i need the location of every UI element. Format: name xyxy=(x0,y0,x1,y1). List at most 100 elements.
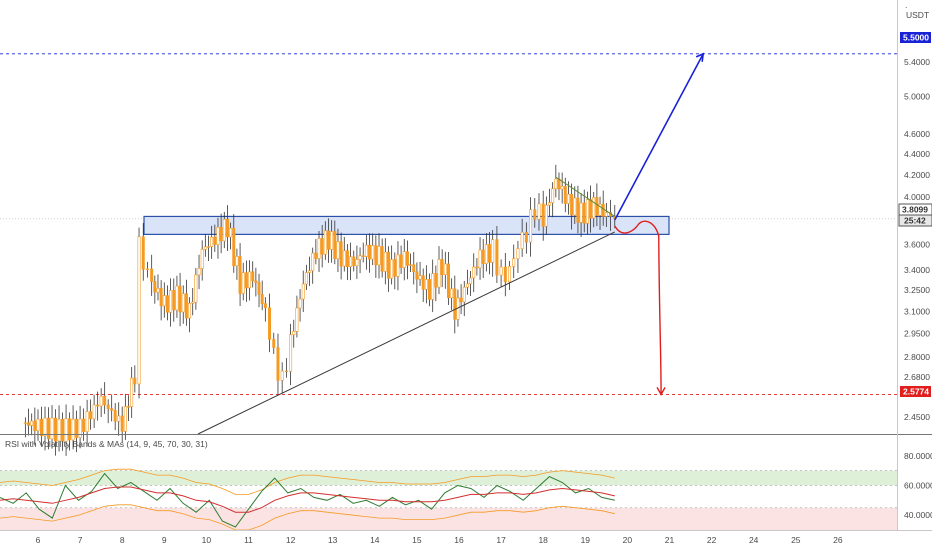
candle-body xyxy=(431,273,435,300)
candle-body xyxy=(576,197,580,223)
candle-body xyxy=(301,283,305,300)
candle-body xyxy=(110,408,114,411)
candle-body xyxy=(71,418,75,441)
candle-body xyxy=(333,231,337,259)
candle-body xyxy=(92,404,96,420)
candle-body xyxy=(601,203,605,217)
time-tick-label: 17 xyxy=(496,535,506,545)
time-tick-label: 25 xyxy=(791,535,801,545)
candle-body xyxy=(120,415,124,432)
candle-body xyxy=(551,188,555,203)
candle-body xyxy=(336,241,340,259)
rsi-title: RSI with Volatility Bands & MAs (14, 9, … xyxy=(5,439,208,449)
time-tick-label: 26 xyxy=(833,535,843,545)
candle-body xyxy=(308,270,312,273)
candle-body xyxy=(541,203,545,227)
time-tick-label: 19 xyxy=(581,535,591,545)
candle-body xyxy=(219,227,223,242)
currency-label: USDT xyxy=(906,10,929,20)
rsi-upper-volatility-band xyxy=(0,468,615,495)
candle-body xyxy=(260,294,264,304)
candle-body xyxy=(491,239,495,263)
candle-body xyxy=(169,290,173,313)
candle-body xyxy=(289,334,293,372)
candle-body xyxy=(298,298,302,309)
candle-body xyxy=(495,239,499,276)
candle-body xyxy=(232,227,236,267)
rsi-tick-label: 40.0000 xyxy=(904,510,932,520)
candle-body xyxy=(537,203,541,220)
candle-body xyxy=(235,256,239,267)
candle-body xyxy=(68,418,72,441)
candle-body xyxy=(150,268,154,282)
price-tick-label: 2.9500 xyxy=(904,329,930,339)
candle-body xyxy=(399,254,403,268)
candle-body xyxy=(99,395,103,407)
candle-body xyxy=(368,244,372,260)
price-tick-label: 2.8000 xyxy=(904,352,930,362)
candle-body xyxy=(172,290,176,311)
candle-body xyxy=(428,279,432,300)
candle-body xyxy=(156,288,160,293)
candle-body xyxy=(488,244,492,263)
time-tick-label: 10 xyxy=(202,535,212,545)
target-down-label: 2.5774 xyxy=(903,387,929,397)
candle-body xyxy=(390,259,394,279)
candle-body xyxy=(418,275,422,280)
candle-body xyxy=(137,236,141,385)
candle-body xyxy=(598,203,602,216)
candle-body xyxy=(377,246,381,266)
candle-body xyxy=(469,277,473,285)
candle-body xyxy=(415,271,419,280)
candle-body xyxy=(563,186,567,204)
candle-body xyxy=(440,259,444,276)
time-tick-label: 8 xyxy=(120,535,125,545)
candle-body xyxy=(484,244,488,264)
candle-body xyxy=(520,231,524,249)
candle-body xyxy=(380,246,384,272)
candle-body xyxy=(153,281,157,293)
candle-body xyxy=(141,236,145,270)
price-tick-label: 3.2500 xyxy=(904,285,930,295)
candle-body xyxy=(453,288,457,320)
candle-body xyxy=(229,227,233,238)
candle-body xyxy=(50,417,54,440)
candle-body xyxy=(210,236,214,247)
candle-body xyxy=(450,288,454,299)
candle-body xyxy=(89,411,93,420)
price-tick-label: 4.4000 xyxy=(904,149,930,159)
candle-body xyxy=(159,288,163,307)
candle-body xyxy=(23,422,27,424)
candle-body xyxy=(512,258,516,267)
candle-body xyxy=(355,259,359,267)
candle-body xyxy=(103,395,107,406)
candle-body xyxy=(280,370,284,381)
candle-body xyxy=(284,370,288,373)
time-axis[interactable]: 6 7 8 9 10 11 12 13 14 15 16 17 18 19 20 21 22 24 25 26 xyxy=(0,530,932,546)
price-axis[interactable]: 5.4000 5.0000 4.6000 4.4000 4.2000 4.0000 3.60… xyxy=(897,0,932,530)
time-tick-label: 7 xyxy=(78,535,83,545)
candle-body xyxy=(178,285,182,313)
candle-body xyxy=(292,331,296,335)
rsi-ma-line xyxy=(0,486,615,513)
rsi-lower-volatility-band xyxy=(0,504,615,531)
candle-body xyxy=(320,238,324,255)
candle-body xyxy=(117,415,121,422)
ascending-support-line xyxy=(197,231,615,435)
candle-body xyxy=(251,271,255,282)
candle-body xyxy=(194,274,198,303)
candle-body xyxy=(548,202,552,206)
candle-body xyxy=(604,212,608,217)
candle-body xyxy=(113,410,117,422)
candle-body xyxy=(524,231,528,243)
annotation-front-layer xyxy=(197,52,705,435)
candle-body xyxy=(30,420,34,426)
time-tick-label: 22 xyxy=(707,535,717,545)
candle-body xyxy=(481,249,485,264)
candle-body xyxy=(424,279,428,290)
candle-body xyxy=(248,271,252,289)
bullish-projection-arrow xyxy=(614,53,704,221)
candle-body xyxy=(472,266,476,279)
candle-body xyxy=(78,418,82,438)
candle-body xyxy=(54,417,58,442)
